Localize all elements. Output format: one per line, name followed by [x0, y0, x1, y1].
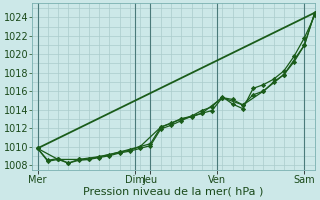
X-axis label: Pression niveau de la mer( hPa ): Pression niveau de la mer( hPa )	[84, 187, 264, 197]
